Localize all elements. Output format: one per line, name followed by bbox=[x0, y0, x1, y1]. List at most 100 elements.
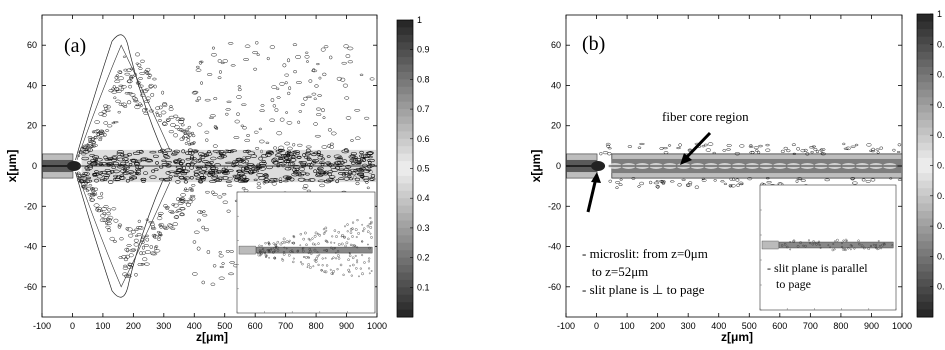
colorbar-cell bbox=[397, 138, 413, 147]
colorbar-cell bbox=[917, 301, 933, 310]
panel-b: -100 0 100 200 300 400 500 600 700 800 900 1000 604… bbox=[529, 9, 945, 344]
colorbar-cell bbox=[397, 94, 413, 103]
y-tick-label: 40 bbox=[551, 80, 561, 90]
x-tick-label: -100 bbox=[557, 321, 575, 331]
colorbar-cell bbox=[397, 198, 413, 207]
colorbar-cell bbox=[397, 64, 413, 73]
colorbar-tick-label: 0.5 bbox=[417, 164, 430, 174]
colorbar-cell bbox=[917, 226, 933, 235]
slit-entrance bbox=[591, 161, 606, 171]
annotation-fiber-core: fiber core region bbox=[662, 109, 749, 124]
colorbar-cell bbox=[917, 51, 933, 60]
y-tick-label: -20 bbox=[24, 201, 37, 211]
x-axis-label-b: z[μm] bbox=[721, 330, 753, 344]
colorbar-cell bbox=[397, 227, 413, 236]
x-tick-label: 1000 bbox=[367, 321, 387, 331]
colorbar-cell bbox=[917, 21, 933, 30]
colorbar-tick-label: 0. bbox=[937, 39, 945, 49]
colorbar-cell bbox=[397, 309, 413, 318]
colorbar-cell bbox=[397, 175, 413, 184]
colorbar-cell bbox=[917, 188, 933, 197]
colorbar-cell bbox=[917, 256, 933, 265]
colorbar-tick-label: 0. bbox=[937, 161, 945, 171]
colorbar-cell bbox=[397, 257, 413, 266]
colorbar-cell bbox=[397, 71, 413, 80]
colorbar-cell bbox=[917, 210, 933, 220]
arrow-head-fiber-core bbox=[680, 153, 692, 165]
colorbar-cell bbox=[397, 213, 413, 221]
y-axis-b: 60 40 20 0 -20 -40 -60 bbox=[548, 40, 902, 292]
colorbar-cell bbox=[397, 49, 413, 58]
colorbar-tick-label: 0.1 bbox=[417, 282, 430, 292]
annotation-parallel-1: - slit plane is parallel bbox=[767, 261, 868, 275]
colorbar-cell bbox=[917, 14, 933, 23]
arrow-fiber-core bbox=[682, 131, 712, 162]
colorbar-tick-label: 0.7 bbox=[417, 104, 430, 114]
colorbar-tick-label: 0. bbox=[937, 100, 945, 110]
colorbar-cell bbox=[917, 150, 933, 159]
colorbar-cell bbox=[397, 101, 413, 110]
colorbar-cell bbox=[397, 235, 413, 244]
colorbar-cell bbox=[397, 250, 413, 259]
colorbar-cell bbox=[917, 74, 933, 83]
colorbar-cell bbox=[397, 20, 413, 28]
colorbar-cell bbox=[917, 142, 933, 151]
x-tick-label: 700 bbox=[278, 321, 293, 331]
colorbar-tick-label: 0. bbox=[937, 191, 945, 201]
colorbar-cell bbox=[917, 44, 933, 53]
lobe-outline bbox=[75, 34, 165, 161]
annotation-microslit-2: to z=52μm bbox=[582, 264, 648, 279]
colorbar-tick-label: 0. bbox=[937, 251, 945, 261]
colorbar-cell bbox=[397, 205, 413, 214]
annotation-microslit-1: - microslit: from z=0μm bbox=[582, 246, 708, 261]
y-tick-label: -20 bbox=[548, 201, 561, 211]
colorbar-cell bbox=[397, 161, 413, 169]
colorbar-tick-label: 0. bbox=[937, 282, 945, 292]
colorbar-tick-label: 0. bbox=[937, 70, 945, 80]
x-tick-label: -100 bbox=[33, 321, 51, 331]
panel-label-b: (b) bbox=[582, 33, 605, 55]
panel-a: -100 0 100 200 300 400 500 600 700 800 900 1000 604… bbox=[5, 14, 430, 344]
colorbar-cell bbox=[397, 42, 413, 51]
colorbar-tick-label: 1 bbox=[937, 9, 942, 19]
x-tick-label: 200 bbox=[126, 321, 141, 331]
y-tick-label: -40 bbox=[548, 242, 561, 252]
colorbar-cell bbox=[917, 173, 933, 182]
x-tick-label: 700 bbox=[803, 321, 818, 331]
colorbar-cell bbox=[917, 36, 933, 45]
colorbar-cell bbox=[397, 79, 413, 88]
colorbar-cell bbox=[917, 29, 933, 38]
colorbar-cell bbox=[397, 123, 413, 132]
x-axis-a: -100 0 100 200 300 400 500 600 700 800 900 1000 bbox=[33, 15, 387, 331]
x-tick-label: 800 bbox=[833, 321, 848, 331]
x-tick-label: 0 bbox=[70, 321, 75, 331]
colorbar-cell bbox=[397, 272, 413, 281]
colorbar-cell bbox=[397, 116, 413, 125]
annotation-microslit-3: - slit plane is ⊥ to page bbox=[582, 282, 705, 297]
x-tick-label: 800 bbox=[309, 321, 324, 331]
y-tick-label: 20 bbox=[27, 121, 37, 131]
colorbar-a: 1 0.9 0.8 0.7 0.6 0.5 0.4 0.3 0.2 0.1 bbox=[396, 15, 430, 318]
x-tick-label: 600 bbox=[772, 321, 787, 331]
colorbar-tick-label: 0.2 bbox=[417, 253, 430, 263]
colorbar-cell bbox=[397, 242, 413, 251]
colorbar-cell bbox=[917, 165, 933, 174]
colorbar-cell bbox=[917, 135, 933, 144]
colorbar-tick-label: 0.6 bbox=[417, 134, 430, 144]
x-tick-label: 100 bbox=[95, 321, 110, 331]
colorbar-cell bbox=[917, 59, 933, 68]
colorbar-cell bbox=[917, 112, 933, 121]
colorbar-cell bbox=[397, 220, 413, 229]
x-tick-label: 0 bbox=[594, 321, 599, 331]
colorbar-cell bbox=[917, 104, 933, 113]
colorbar-b: 1 0. 0. 0. 0. 0. 0. 0. 0. 0. bbox=[916, 9, 945, 318]
colorbar-tick-label: 0. bbox=[937, 130, 945, 140]
lobe-outline bbox=[75, 171, 165, 298]
colorbar-cell bbox=[917, 233, 933, 242]
y-tick-label: -60 bbox=[24, 282, 37, 292]
colorbar-tick-label: 0.4 bbox=[417, 193, 430, 203]
colorbar-cell bbox=[397, 86, 413, 95]
field-map-a bbox=[42, 34, 377, 298]
x-tick-label: 500 bbox=[217, 321, 232, 331]
y-tick-label: 60 bbox=[27, 40, 37, 50]
